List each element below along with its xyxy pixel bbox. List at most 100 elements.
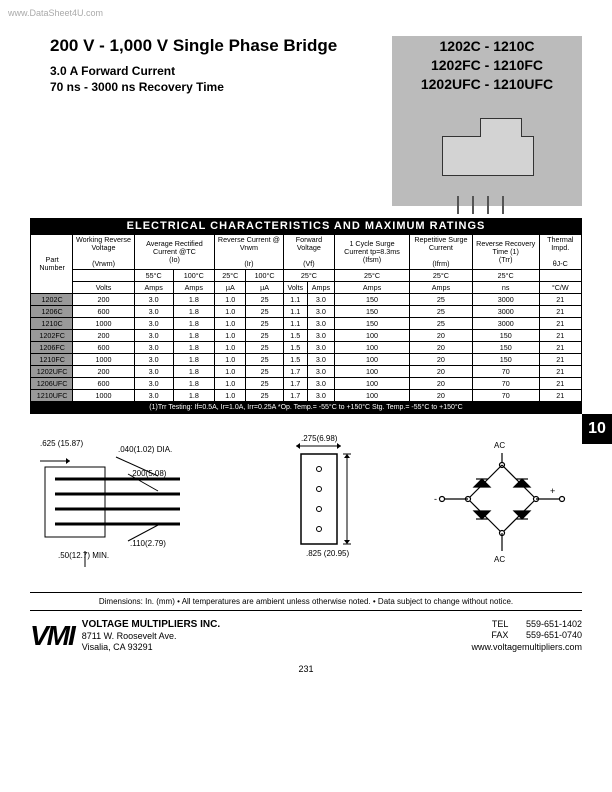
data-cell: 1.7: [283, 389, 307, 401]
data-cell: 3.0: [307, 389, 334, 401]
data-cell: 21: [539, 389, 581, 401]
watermark-text: www.DataSheet4U.com: [8, 8, 103, 18]
data-cell: 1.0: [215, 365, 246, 377]
table-row: 1202FC2003.01.81.0251.53.01002015021: [31, 329, 582, 341]
data-cell: 100: [335, 389, 410, 401]
table-row: 1210C10003.01.81.0251.13.015025300021: [31, 317, 582, 329]
data-cell: 200: [73, 329, 135, 341]
col-ir: Reverse Current @ Vrwm(Ir): [215, 235, 284, 270]
data-cell: 1.1: [283, 317, 307, 329]
data-cell: 1.8: [173, 377, 215, 389]
data-cell: 3.0: [307, 341, 334, 353]
page-title: 200 V - 1,000 V Single Phase Bridge: [50, 36, 337, 56]
data-cell: 1.8: [173, 293, 215, 305]
data-cell: 25: [246, 305, 283, 317]
header-right: 1202C - 1210C 1202FC - 1210FC 1202UFC - …: [392, 36, 582, 206]
front-view-diagram: .275(6.98) .825 (20.95): [271, 434, 371, 574]
part-number-cell: 1206UFC: [31, 377, 73, 389]
unit-amps: Amps: [173, 281, 215, 293]
fax-number: 559-651-0740: [526, 630, 582, 640]
svg-text:-: -: [434, 494, 437, 504]
unit-ua: µA: [246, 281, 283, 293]
dim-040: .040(1.02) DIA.: [118, 445, 172, 454]
table-row: 1206UFC6003.01.81.0251.73.0100207021: [31, 377, 582, 389]
page-number: 231: [0, 664, 612, 674]
data-cell: 21: [539, 317, 581, 329]
table-row: 1210FC10003.01.81.0251.53.01002015021: [31, 353, 582, 365]
temp-100: 100°C: [173, 269, 215, 281]
part-number-cell: 1206FC: [31, 341, 73, 353]
temp-25: 25°C: [409, 269, 472, 281]
data-cell: 3.0: [134, 341, 173, 353]
data-cell: 20: [409, 389, 472, 401]
data-cell: 25: [246, 389, 283, 401]
side-view-svg: [40, 439, 210, 569]
data-cell: 1.0: [215, 377, 246, 389]
data-cell: 100: [335, 341, 410, 353]
temp-100: 100°C: [246, 269, 283, 281]
data-cell: 1.8: [173, 389, 215, 401]
part-number-cell: 1206C: [31, 305, 73, 317]
dim-625: .625 (15.87): [40, 439, 83, 448]
dim-200: .200(5.08): [130, 469, 166, 478]
tel-label: TEL: [492, 619, 509, 629]
data-cell: 3.0: [134, 293, 173, 305]
data-cell: 3.0: [134, 389, 173, 401]
col-vrwm: Working Reverse Voltage(Vrwm): [73, 235, 135, 270]
tel-number: 559-651-1402: [526, 619, 582, 629]
data-cell: 25: [246, 377, 283, 389]
col-thermal: Thermal Impd.θJ-C: [539, 235, 581, 270]
col-part: Part Number: [31, 235, 73, 294]
data-cell: 70: [472, 389, 539, 401]
table-row: 1206C6003.01.81.0251.13.015025300021: [31, 305, 582, 317]
data-cell: 1.7: [283, 377, 307, 389]
data-cell: 150: [335, 317, 410, 329]
data-cell: 600: [73, 377, 135, 389]
ac-label-top: AC: [494, 441, 505, 450]
data-cell: 21: [539, 305, 581, 317]
data-cell: 1.0: [215, 305, 246, 317]
data-cell: 150: [335, 305, 410, 317]
data-cell: 1.8: [173, 353, 215, 365]
data-cell: 20: [409, 341, 472, 353]
data-cell: 1.0: [215, 329, 246, 341]
data-cell: 25: [246, 329, 283, 341]
footer-right: TEL 559-651-1402 FAX 559-651-0740 www.vo…: [471, 619, 582, 654]
unit-cw: °C/W: [539, 281, 581, 293]
logo: VMI: [30, 620, 74, 652]
address-line-2: Visalia, CA 93291: [82, 642, 220, 653]
temp-25: 25°C: [335, 269, 410, 281]
data-cell: 200: [73, 293, 135, 305]
data-cell: 1.8: [173, 317, 215, 329]
data-cell: 3.0: [307, 293, 334, 305]
address-line-1: 8711 W. Roosevelt Ave.: [82, 631, 220, 642]
footer-left: VMI VOLTAGE MULTIPLIERS INC. 8711 W. Roo…: [30, 619, 220, 653]
data-cell: 3.0: [134, 353, 173, 365]
table-row: 1202C2003.01.81.0251.13.015025300021: [31, 293, 582, 305]
temp-25: 25°C: [215, 269, 246, 281]
data-cell: 25: [246, 353, 283, 365]
data-cell: 1.0: [215, 353, 246, 365]
part-number-cell: 1210FC: [31, 353, 73, 365]
side-view-diagram: .625 (15.87) .040(1.02) DIA. .200(5.08) …: [40, 439, 210, 569]
dim-50: .50(12.7) MIN.: [58, 551, 109, 560]
unit-amps: Amps: [409, 281, 472, 293]
data-cell: 21: [539, 329, 581, 341]
data-cell: 3.0: [307, 353, 334, 365]
website: www.voltagemultipliers.com: [471, 642, 582, 654]
data-cell: 25: [409, 305, 472, 317]
unit-amps: Amps: [134, 281, 173, 293]
temp-25: 25°C: [472, 269, 539, 281]
data-cell: 1.1: [283, 305, 307, 317]
unit-ua: µA: [215, 281, 246, 293]
data-cell: 100: [335, 329, 410, 341]
data-cell: 1.5: [283, 341, 307, 353]
page-tab: 10: [582, 414, 612, 444]
data-cell: 20: [409, 329, 472, 341]
part-number-cell: 1202UFC: [31, 365, 73, 377]
temp-25: 25°C: [283, 269, 334, 281]
data-cell: 3.0: [134, 317, 173, 329]
data-cell: 25: [409, 293, 472, 305]
data-cell: 20: [409, 353, 472, 365]
data-cell: 1.5: [283, 329, 307, 341]
